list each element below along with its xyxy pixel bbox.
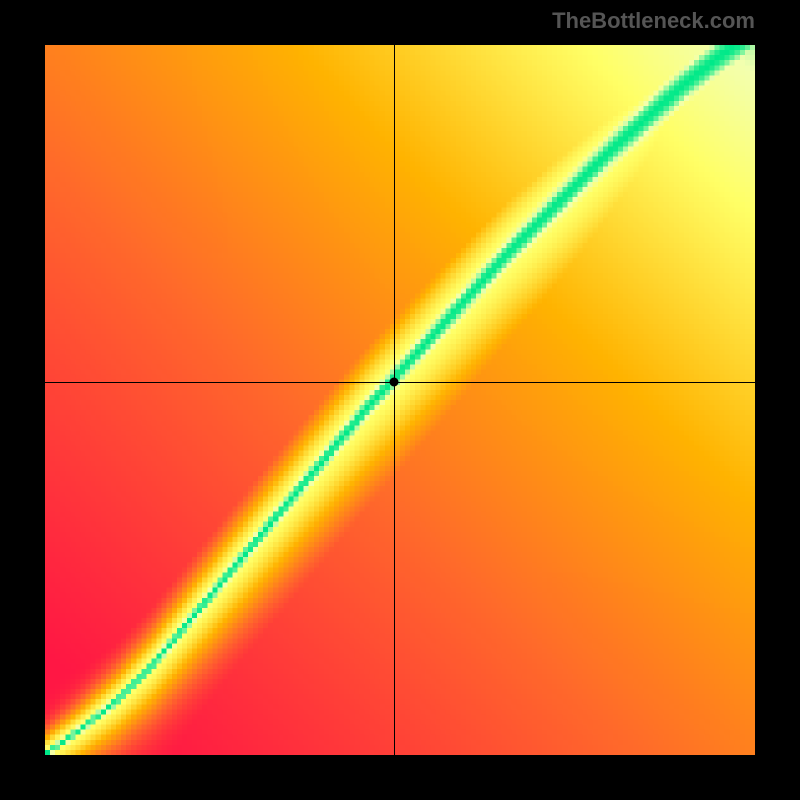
chart-frame: TheBottleneck.com <box>0 0 800 800</box>
crosshair-horizontal <box>45 382 755 383</box>
crosshair-vertical <box>394 45 395 755</box>
heatmap-canvas <box>45 45 755 755</box>
crosshair-point <box>390 378 399 387</box>
heatmap-plot-area <box>45 45 755 755</box>
watermark-text: TheBottleneck.com <box>552 8 755 34</box>
